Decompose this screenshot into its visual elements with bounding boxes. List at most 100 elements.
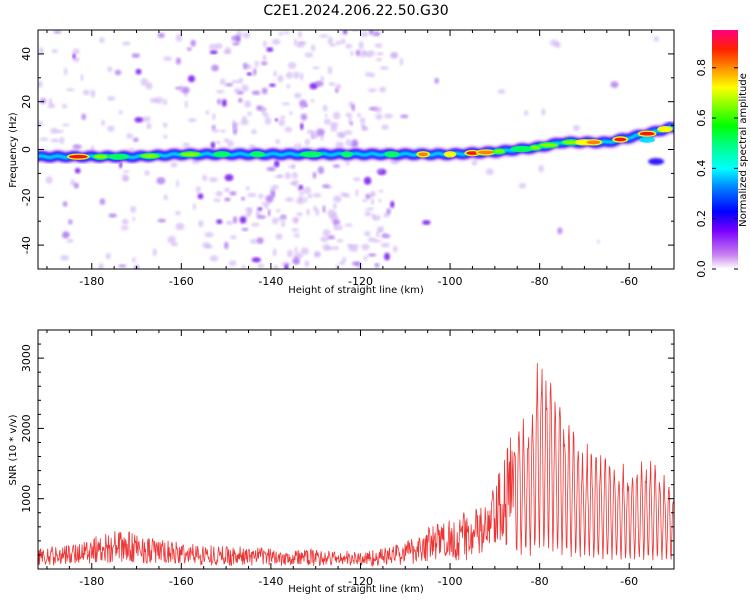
spectrogram-noise-speckle: [216, 219, 223, 225]
spectrogram-noise-speckle: [276, 209, 281, 213]
spectrogram-noise-speckle: [209, 50, 218, 55]
spectrogram-ridge-hotspot: [477, 150, 494, 155]
spectrogram-noise-speckle: [270, 190, 276, 199]
spectrogram-noise-speckle: [145, 82, 153, 90]
spectrogram-noise-speckle: [333, 195, 342, 203]
spectrogram-noise-speckle: [653, 36, 659, 42]
spectrogram-noise-speckle: [202, 174, 208, 182]
spectrogram-noise-speckle: [538, 165, 544, 173]
spectrogram-noise-speckle: [327, 209, 337, 218]
spectrogram-noise-speckle: [51, 49, 58, 54]
spectrogram-noise-speckle: [363, 255, 368, 261]
spectrogram-noise-speckle: [211, 129, 220, 133]
spectrogram-noise-speckle: [182, 142, 190, 148]
spectrogram-noise-speckle: [371, 191, 377, 197]
colorbar-tick-label: 0.0: [695, 260, 708, 278]
spectrogram-noise-speckle: [375, 113, 383, 120]
spectrogram-noise-speckle: [317, 166, 325, 175]
spectrogram-noise-speckle: [377, 226, 385, 233]
spectrogram-noise-speckle: [329, 43, 336, 47]
spectrogram-noise-speckle: [296, 198, 305, 205]
spectrogram-ridge-hotspot: [109, 154, 128, 159]
spectrogram-noise-speckle: [518, 183, 527, 189]
spectrogram-noise-speckle: [356, 112, 362, 118]
spectrogram-noise-speckle: [361, 123, 365, 130]
spectrogram-noise-speckle: [114, 69, 122, 76]
spectrogram-noise-speckle: [286, 84, 291, 89]
spectrogram-y-tick-label: -40: [20, 236, 33, 254]
spectrogram-noise-speckle: [329, 122, 339, 127]
spectrogram-noise-speckle: [132, 137, 139, 142]
spectrogram-noise-speckle: [345, 139, 352, 147]
spectrogram-noise-speckle: [238, 77, 244, 84]
spectrogram-noise-speckle: [226, 220, 234, 225]
spectrogram-noise-speckle: [366, 54, 372, 58]
spectrogram-noise-speckle: [246, 72, 253, 76]
spectrogram-noise-speckle: [144, 170, 150, 176]
spectrogram-noise-speckle: [300, 104, 304, 110]
spectrogram-noise-speckle: [163, 56, 173, 62]
spectrogram-noise-speckle: [314, 252, 321, 257]
spectrogram-noise-speckle: [263, 40, 267, 48]
spectrogram-noise-speckle: [610, 81, 619, 88]
spectrogram-noise-speckle: [99, 198, 106, 206]
spectrogram-noise-speckle: [266, 166, 276, 172]
spectrogram-noise-speckle: [274, 160, 280, 168]
spectrogram-noise-speckle: [213, 198, 221, 203]
spectrogram-noise-speckle: [221, 99, 227, 107]
spectrogram-noise-speckle: [74, 167, 81, 174]
spectrogram-noise-speckle: [325, 246, 334, 251]
spectrogram-noise-speckle: [336, 132, 344, 138]
spectrogram-noise-speckle: [63, 67, 68, 76]
spectrogram-noise-speckle: [230, 235, 237, 240]
spectrogram-noise-speckle: [392, 245, 398, 253]
spectrogram-noise-speckle: [332, 111, 341, 120]
snr-panel: -180 -160 -140 -120 -100 -80 -60 100020003000 …: [8, 329, 675, 595]
snr-x-tick-label: -180: [79, 575, 104, 588]
snr-y-tick-label: 2000: [20, 414, 33, 442]
spectrogram-noise-speckle: [118, 110, 123, 115]
spectrogram-noise-speckle: [272, 248, 277, 257]
spectrogram-noise-speckle: [378, 189, 384, 193]
spectrogram-noise-speckle: [239, 216, 247, 224]
spectrogram-noise-speckle: [335, 83, 342, 90]
spectrogram-noise-speckle: [241, 196, 246, 201]
spectrogram-ridge-hotspot: [512, 147, 532, 151]
spectrogram-noise-speckle: [353, 177, 361, 182]
spectrogram-noise-speckle: [343, 30, 347, 34]
spectrogram-noise-speckle: [232, 216, 238, 224]
spectrogram-noise-speckle: [297, 30, 303, 39]
spectrogram-noise-speckle: [163, 134, 168, 139]
spectrogram-noise-speckle: [300, 122, 304, 130]
spectrogram-noise-speckle: [384, 113, 393, 119]
spectrogram-noise-speckle: [557, 227, 563, 235]
spectrogram-noise-speckle: [107, 66, 113, 73]
spectrogram-noise-speckle: [324, 118, 331, 125]
spectrogram-noise-speckle: [320, 134, 324, 141]
spectrogram-noise-speckle: [251, 222, 260, 227]
spectrogram-noise-speckle: [231, 35, 241, 42]
spectrogram-noise-speckle: [211, 124, 216, 130]
spectrogram-noise-speckle: [278, 119, 285, 127]
spectrogram-noise-speckle: [554, 42, 561, 48]
spectrogram-noise-speckle: [322, 229, 331, 237]
spectrogram-noise-speckle: [298, 191, 305, 196]
spectrogram-noise-speckle: [149, 97, 158, 103]
spectrogram-noise-speckle: [497, 89, 506, 94]
spectrogram-noise-speckle: [156, 177, 166, 185]
spectrogram-noise-speckle: [231, 80, 240, 84]
spectrogram-noise-speckle: [307, 193, 313, 199]
spectrogram-noise-speckle: [294, 218, 298, 225]
spectrogram-noise-speckle: [381, 234, 391, 239]
spectrogram-noise-speckle: [72, 48, 80, 55]
spectrogram-noise-speckle: [289, 111, 293, 115]
spectrogram-noise-speckle: [332, 246, 340, 250]
spectrogram-noise-speckle: [384, 252, 390, 261]
spectrogram-noise-speckle: [355, 189, 359, 197]
spectrogram-noise-speckle: [163, 99, 168, 106]
spectrogram-noise-speckle: [320, 76, 325, 82]
spectrogram-noise-speckle: [224, 241, 229, 250]
snr-x-tick-label: -100: [438, 575, 463, 588]
spectrogram-noise-speckle: [107, 125, 115, 132]
spectrogram-noise-speckle: [330, 125, 338, 132]
